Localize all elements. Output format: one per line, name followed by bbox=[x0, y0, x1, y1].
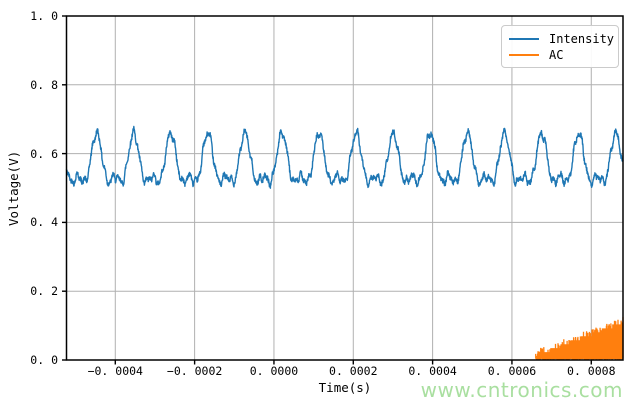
watermark: www.cntronics.com bbox=[420, 378, 623, 402]
legend-label-intensity: Intensity bbox=[549, 32, 615, 46]
x-tick-label: 0. 0002 bbox=[329, 364, 378, 378]
legend: Intensity AC bbox=[501, 25, 619, 68]
axes-spines bbox=[65, 15, 624, 361]
y-tick-label: 0. 8 bbox=[30, 77, 58, 92]
intensity-line-swatch bbox=[509, 37, 539, 41]
x-tick-label: 0. 0000 bbox=[249, 364, 299, 378]
y-tick-label: 0. 0 bbox=[30, 353, 58, 367]
y-tick-label: 0. 6 bbox=[30, 146, 58, 161]
legend-label-ac: AC bbox=[549, 48, 564, 62]
ac-line-swatch bbox=[509, 53, 539, 57]
x-axis-label: Time(s) bbox=[318, 380, 372, 395]
legend-item-ac: AC bbox=[509, 47, 612, 63]
intensity-series-line bbox=[65, 125, 624, 189]
x-tick-label: 0. 0008 bbox=[567, 364, 616, 378]
y-axis-label: Voltage(V) bbox=[6, 150, 21, 226]
y-tick-label: 0. 2 bbox=[30, 284, 58, 299]
x-tick-label: −0. 0004 bbox=[87, 364, 143, 378]
x-tick-label: −0. 0002 bbox=[166, 364, 223, 378]
y-tick-label: 0. 4 bbox=[30, 215, 58, 230]
y-tick-label: 1. 0 bbox=[30, 9, 58, 23]
x-tick-label: 0. 0004 bbox=[408, 364, 457, 378]
ac-series-line bbox=[535, 317, 624, 361]
legend-item-intensity: Intensity bbox=[509, 31, 615, 47]
x-tick-label: 0. 0006 bbox=[487, 364, 537, 378]
